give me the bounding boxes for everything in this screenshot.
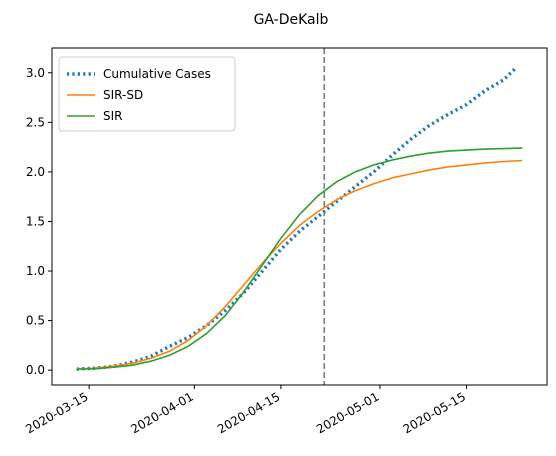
y-tick-label: 0.0	[26, 363, 45, 377]
x-tick-label: 2020-05-01	[314, 389, 381, 436]
y-tick-label: 0.5	[26, 314, 45, 328]
chart-title: GA-DeKalb	[254, 12, 329, 28]
series-line-2	[77, 161, 523, 370]
x-tick-label: 2020-05-15	[401, 389, 468, 436]
x-tick-label: 2020-03-15	[23, 389, 90, 436]
legend-label: SIR-SD	[103, 88, 143, 102]
y-tick-label: 2.5	[26, 115, 45, 129]
legend: Cumulative Cases SIR-SD SIR	[59, 57, 235, 131]
series-line-3	[77, 148, 523, 369]
y-tick-label: 1.5	[26, 214, 45, 228]
y-tick-label: 2.0	[26, 165, 45, 179]
y-tick-label: 1.0	[26, 264, 45, 278]
legend-label: Cumulative Cases	[103, 67, 211, 81]
y-tick-label: 3.0	[26, 66, 45, 80]
x-tick-label: 2020-04-15	[215, 389, 282, 436]
x-tick-label: 2020-04-01	[128, 389, 195, 436]
legend-label: SIR	[103, 109, 123, 123]
